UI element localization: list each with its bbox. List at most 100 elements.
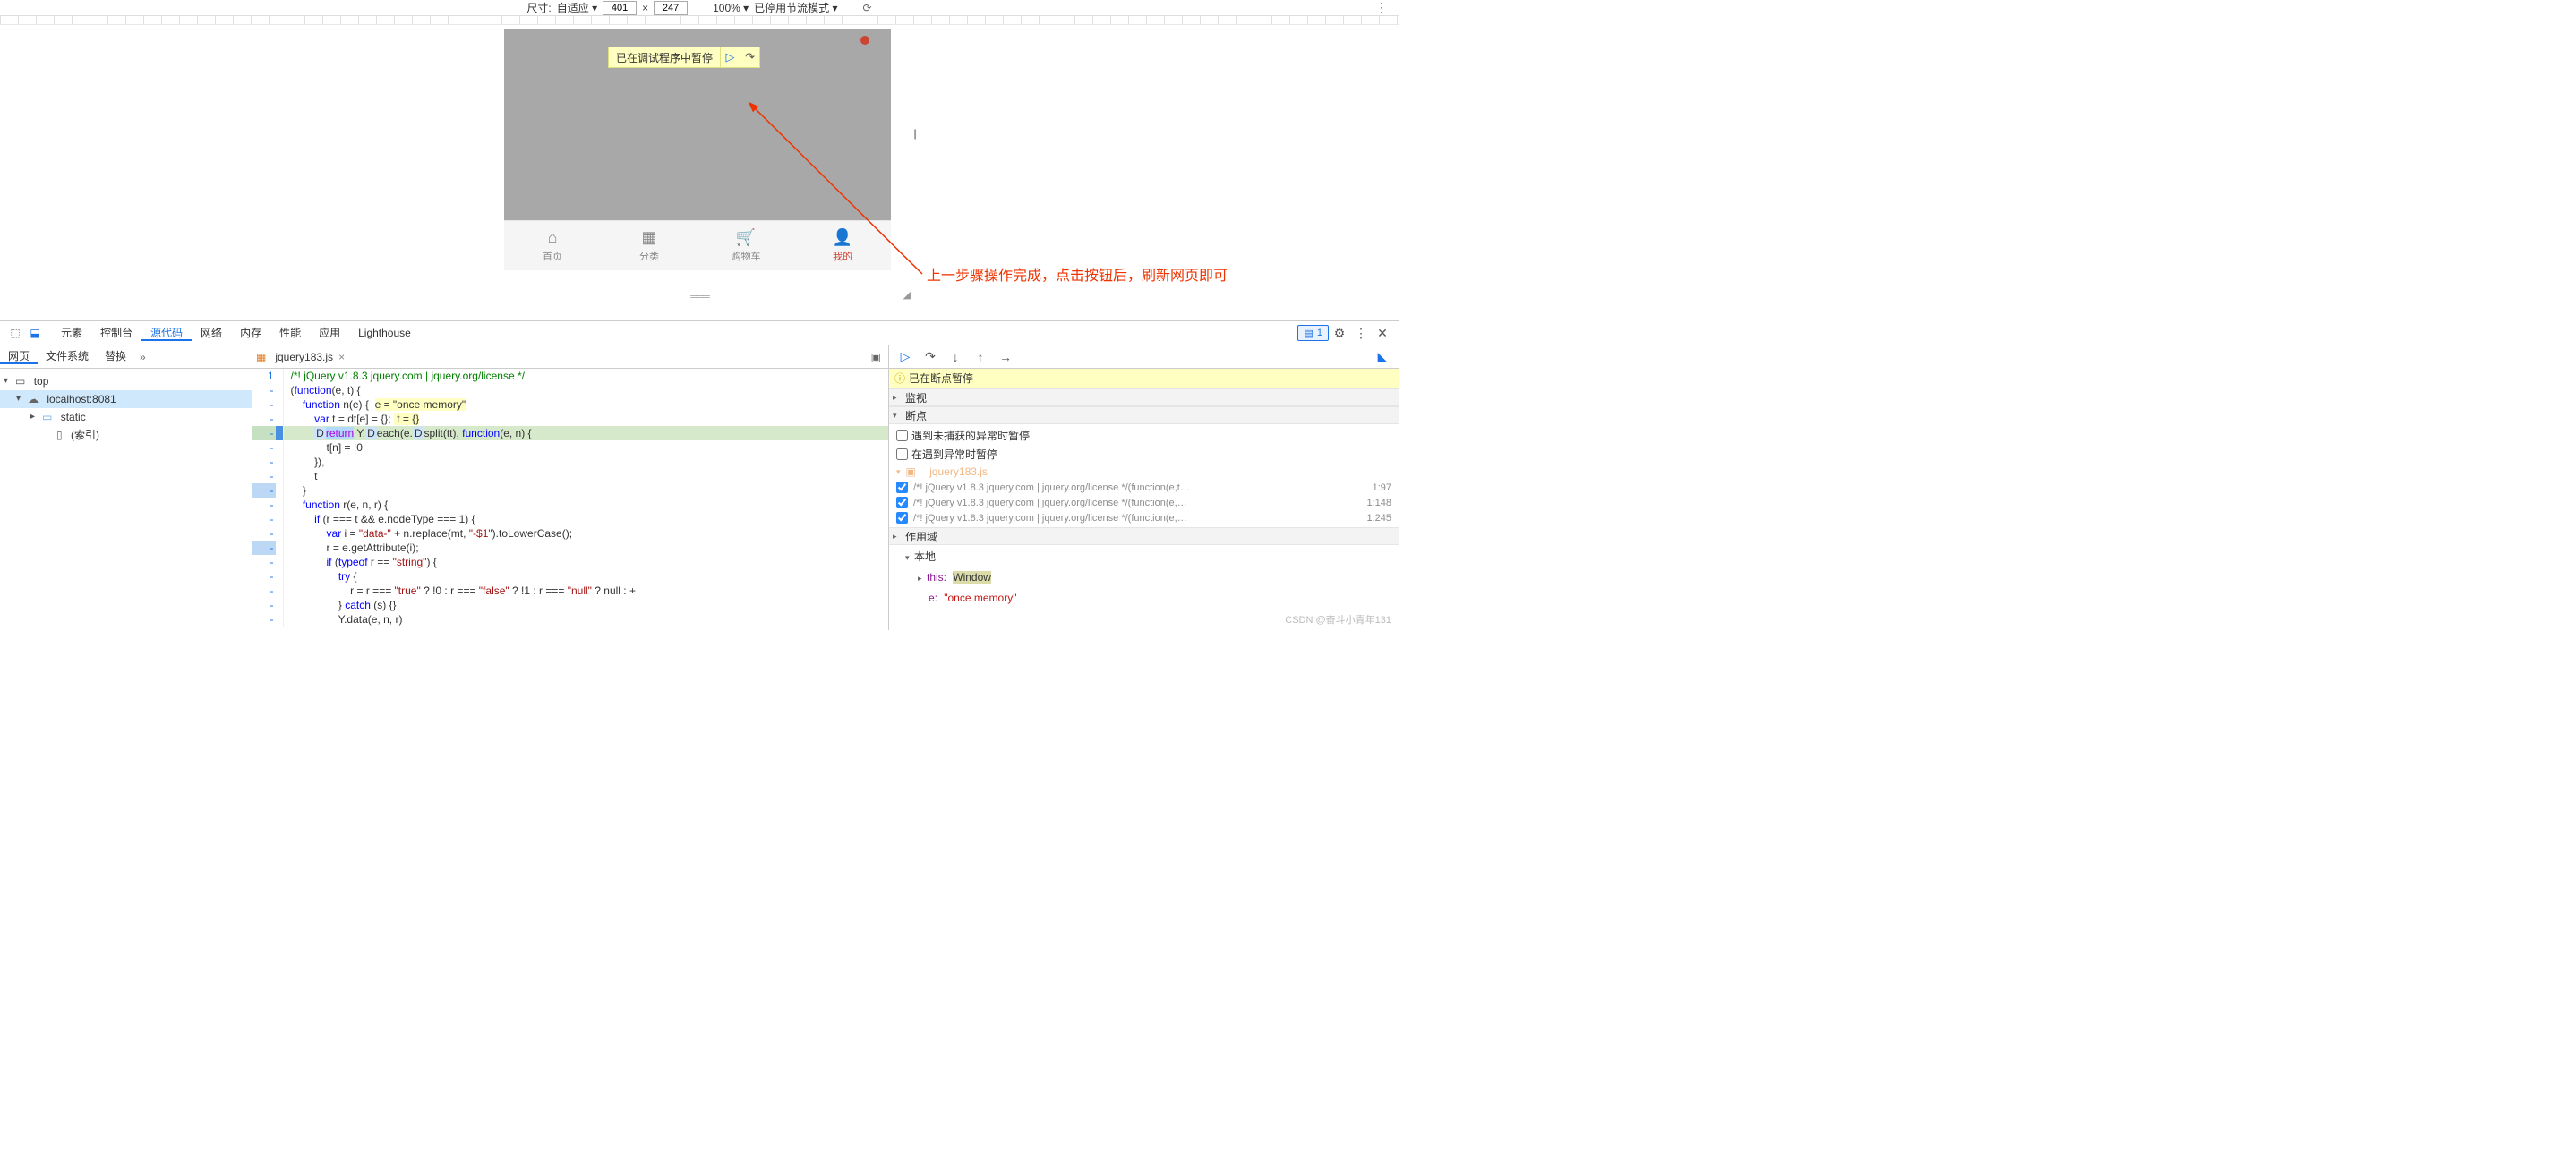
code-line[interactable]: var t = dt[e] = {}; t = {} <box>283 412 888 426</box>
gutter[interactable]: - <box>252 498 283 512</box>
code-line[interactable]: } <box>283 483 888 498</box>
responsive-mode-dropdown[interactable]: 自适应 ▾ <box>557 0 597 15</box>
code-line[interactable]: /*! jQuery v1.8.3 jquery.com | jquery.or… <box>283 369 888 383</box>
nav-item-分类[interactable]: ▦分类 <box>601 221 697 270</box>
inspect-icon[interactable]: ⬚ <box>5 327 25 339</box>
section-breakpoints[interactable]: ▾断点 <box>889 406 1399 424</box>
gutter[interactable]: 1 <box>252 369 283 383</box>
navigator-tabs: 网页文件系统替换 » <box>0 345 252 369</box>
kebab-menu-icon[interactable]: ⋮ <box>1375 0 1388 15</box>
gutter[interactable]: - <box>252 440 283 455</box>
dt-tab-内存[interactable]: 内存 <box>231 327 270 339</box>
file-tab[interactable]: jquery183.js × <box>270 345 350 368</box>
resume-button[interactable]: ▷ <box>893 349 918 364</box>
rotate-icon[interactable]: ⟳ <box>863 2 872 14</box>
breakpoint-item[interactable]: /*! jQuery v1.8.3 jquery.com | jquery.or… <box>889 510 1399 525</box>
tree-top[interactable]: ▾▭ top <box>0 372 252 390</box>
settings-icon[interactable]: ⚙ <box>1329 326 1350 341</box>
code-line[interactable]: try { <box>283 569 888 584</box>
nav-item-我的[interactable]: 👤我的 <box>794 221 891 270</box>
gutter[interactable]: - <box>252 397 283 412</box>
dt-tab-源代码[interactable]: 源代码 <box>141 327 192 341</box>
pause-any-checkbox[interactable]: 在遇到异常时暂停 <box>889 445 1399 464</box>
code-line[interactable]: Y.data(e, n, r) <box>283 612 888 627</box>
tree-file-index[interactable]: ▯ (索引) <box>0 426 252 444</box>
file-tree: ▾▭ top ▾☁ localhost:8081 ▸▭ static ▯ (索引… <box>0 369 252 448</box>
resize-handle-corner[interactable]: ◢ <box>903 289 911 301</box>
step-into-button[interactable]: ↓ <box>943 350 968 364</box>
nav-item-购物车[interactable]: 🛒购物车 <box>697 221 794 270</box>
code-line[interactable]: if (r === t && e.nodeType === 1) { <box>283 512 888 526</box>
more-tabs-icon[interactable]: » <box>134 351 151 363</box>
nav-tab-网页[interactable]: 网页 <box>0 350 38 364</box>
device-mode-icon[interactable]: ⬓ <box>25 327 45 339</box>
nav-tab-文件系统[interactable]: 文件系统 <box>38 350 97 362</box>
toggle-panel-icon[interactable]: ▣ <box>864 351 888 363</box>
gutter[interactable]: - <box>252 612 283 627</box>
debugger-toolbar: ▷ ↷ ↓ ↑ → ◣ <box>889 345 1399 369</box>
code-line[interactable]: t[n] = !0 <box>283 440 888 455</box>
dt-tab-应用[interactable]: 应用 <box>310 327 349 339</box>
close-icon[interactable]: ✕ <box>1372 326 1393 341</box>
bp-checkbox[interactable] <box>896 512 908 524</box>
gutter[interactable]: - <box>252 555 283 569</box>
resume-icon[interactable]: ▷ <box>720 47 740 67</box>
deactivate-breakpoints-button[interactable]: ◣ <box>1370 349 1395 364</box>
code-line[interactable]: r = e.getAttribute(i); <box>283 541 888 555</box>
zoom-dropdown[interactable]: 100% ▾ <box>713 2 749 14</box>
gutter[interactable]: - <box>252 569 283 584</box>
breakpoint-item[interactable]: /*! jQuery v1.8.3 jquery.com | jquery.or… <box>889 495 1399 510</box>
bp-checkbox[interactable] <box>896 497 908 508</box>
nav-item-首页[interactable]: ⌂首页 <box>504 221 601 270</box>
issues-badge[interactable]: ▤ 1 <box>1297 325 1329 341</box>
code-line[interactable]: Dreturn Y.Deach(e.Dsplit(tt), function(e… <box>283 426 888 440</box>
dt-tab-元素[interactable]: 元素 <box>52 327 91 339</box>
section-scope[interactable]: ▸作用域 <box>889 527 1399 545</box>
tree-host[interactable]: ▾☁ localhost:8081 <box>0 390 252 408</box>
height-input[interactable] <box>654 1 688 15</box>
gutter[interactable]: - <box>252 455 283 469</box>
code-line[interactable]: (function(e, t) { <box>283 383 888 397</box>
code-line[interactable]: function n(e) { e = "once memory" <box>283 397 888 412</box>
scope-this[interactable]: ▸this: Window <box>889 567 1399 588</box>
width-input[interactable] <box>603 1 637 15</box>
step-over-button[interactable]: ↷ <box>918 349 943 364</box>
dt-tab-网络[interactable]: 网络 <box>192 327 231 339</box>
pause-unhandled-checkbox[interactable]: 遇到未捕获的异常时暂停 <box>889 426 1399 445</box>
gutter[interactable]: - <box>252 412 283 426</box>
gutter[interactable]: - <box>252 584 283 598</box>
nav-tab-替换[interactable]: 替换 <box>97 350 134 362</box>
resize-handle-horizontal[interactable]: ═══ <box>690 290 708 303</box>
code-line[interactable]: t <box>283 469 888 483</box>
dt-tab-控制台[interactable]: 控制台 <box>91 327 141 339</box>
step-over-icon[interactable]: ↷ <box>740 47 759 67</box>
close-file-icon[interactable]: × <box>338 351 345 363</box>
step-button[interactable]: → <box>993 350 1018 364</box>
breakpoint-item[interactable]: /*! jQuery v1.8.3 jquery.com | jquery.or… <box>889 480 1399 495</box>
kebab-icon[interactable]: ⋮ <box>1350 326 1372 341</box>
code-line[interactable]: function r(e, n, r) { <box>283 498 888 512</box>
dt-tab-性能[interactable]: 性能 <box>270 327 310 339</box>
gutter[interactable]: - <box>252 469 283 483</box>
gutter[interactable]: - <box>252 383 283 397</box>
code-line[interactable]: var i = "data-" + n.replace(mt, "-$1").t… <box>283 526 888 541</box>
gutter[interactable]: - <box>252 541 283 555</box>
section-watch[interactable]: ▸监视 <box>889 388 1399 406</box>
gutter[interactable]: - <box>252 512 283 526</box>
bp-checkbox[interactable] <box>896 482 908 493</box>
code-line[interactable]: } catch (s) {} <box>283 598 888 612</box>
code-line[interactable]: }), <box>283 455 888 469</box>
gutter[interactable]: - <box>252 426 283 440</box>
scope-local[interactable]: ▾本地 <box>889 547 1399 567</box>
code-editor[interactable]: 1/*! jQuery v1.8.3 jquery.com | jquery.o… <box>252 369 888 630</box>
gutter[interactable]: - <box>252 526 283 541</box>
tree-folder-static[interactable]: ▸▭ static <box>0 408 252 426</box>
breakpoint-file[interactable]: ▾▣ jquery183.js <box>889 464 1399 480</box>
code-line[interactable]: r = r === "true" ? !0 : r === "false" ? … <box>283 584 888 598</box>
step-out-button[interactable]: ↑ <box>968 350 993 364</box>
dt-tab-Lighthouse[interactable]: Lighthouse <box>349 327 420 339</box>
throttle-dropdown[interactable]: 已停用节流模式 ▾ <box>754 0 837 15</box>
gutter[interactable]: - <box>252 483 283 498</box>
gutter[interactable]: - <box>252 598 283 612</box>
code-line[interactable]: if (typeof r == "string") { <box>283 555 888 569</box>
